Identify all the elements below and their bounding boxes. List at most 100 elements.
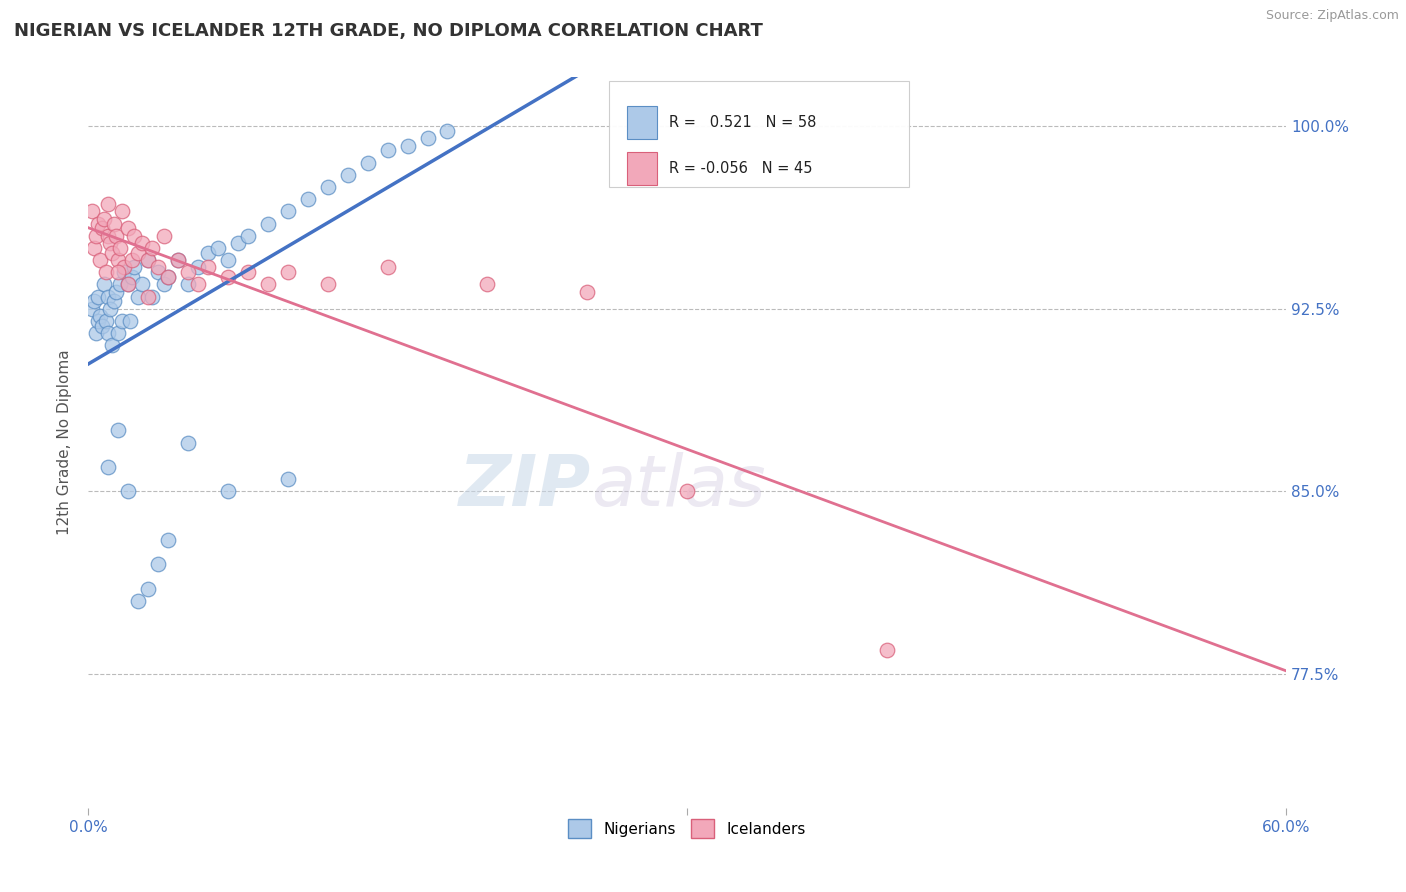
FancyBboxPatch shape bbox=[627, 106, 657, 138]
Point bbox=[876, 642, 898, 657]
Point bbox=[416, 131, 439, 145]
Point bbox=[82, 204, 104, 219]
Point bbox=[97, 326, 120, 340]
Text: ZIP: ZIP bbox=[458, 452, 592, 521]
Text: Source: ZipAtlas.com: Source: ZipAtlas.com bbox=[1265, 9, 1399, 22]
Point bbox=[107, 252, 129, 267]
Point bbox=[356, 155, 378, 169]
Point bbox=[136, 582, 159, 596]
Point bbox=[97, 228, 120, 243]
Point bbox=[101, 338, 124, 352]
Point bbox=[103, 217, 125, 231]
Point bbox=[316, 180, 339, 194]
Point bbox=[177, 265, 200, 279]
Point bbox=[127, 289, 149, 303]
Point bbox=[84, 228, 107, 243]
Point bbox=[108, 241, 131, 255]
Point bbox=[197, 260, 219, 275]
Point bbox=[97, 197, 120, 211]
Point bbox=[111, 314, 134, 328]
Text: R = -0.056   N = 45: R = -0.056 N = 45 bbox=[669, 161, 813, 176]
Point bbox=[217, 270, 239, 285]
Point bbox=[297, 192, 319, 206]
Point bbox=[377, 144, 399, 158]
Point bbox=[122, 228, 145, 243]
Point bbox=[141, 241, 163, 255]
Point bbox=[97, 459, 120, 474]
Point bbox=[127, 245, 149, 260]
Point bbox=[316, 277, 339, 292]
Point bbox=[112, 265, 135, 279]
Point bbox=[83, 241, 105, 255]
Point bbox=[93, 211, 115, 226]
Point bbox=[117, 277, 139, 292]
Point bbox=[256, 217, 278, 231]
Point bbox=[146, 558, 169, 572]
Point bbox=[576, 285, 599, 299]
Point bbox=[156, 270, 179, 285]
Point bbox=[277, 265, 299, 279]
Point bbox=[87, 217, 110, 231]
Point bbox=[256, 277, 278, 292]
Point bbox=[91, 221, 114, 235]
Point bbox=[146, 260, 169, 275]
Point bbox=[153, 277, 176, 292]
Point bbox=[107, 265, 129, 279]
Point bbox=[156, 270, 179, 285]
Point bbox=[121, 270, 143, 285]
Text: NIGERIAN VS ICELANDER 12TH GRADE, NO DIPLOMA CORRELATION CHART: NIGERIAN VS ICELANDER 12TH GRADE, NO DIP… bbox=[14, 22, 763, 40]
Point bbox=[676, 484, 699, 499]
Point bbox=[89, 252, 111, 267]
Point bbox=[107, 326, 129, 340]
Point bbox=[122, 260, 145, 275]
Point bbox=[153, 228, 176, 243]
Point bbox=[117, 484, 139, 499]
Point bbox=[112, 260, 135, 275]
Point bbox=[107, 424, 129, 438]
Point bbox=[108, 277, 131, 292]
Point bbox=[136, 252, 159, 267]
Y-axis label: 12th Grade, No Diploma: 12th Grade, No Diploma bbox=[58, 350, 72, 535]
Point bbox=[156, 533, 179, 547]
Point bbox=[97, 289, 120, 303]
Point bbox=[167, 252, 190, 267]
Point bbox=[103, 294, 125, 309]
Point bbox=[105, 285, 128, 299]
Point bbox=[226, 235, 249, 250]
Point bbox=[98, 235, 121, 250]
Point bbox=[187, 277, 209, 292]
Point bbox=[136, 289, 159, 303]
Point bbox=[121, 252, 143, 267]
Point bbox=[396, 138, 419, 153]
Point bbox=[94, 314, 117, 328]
Point bbox=[87, 314, 110, 328]
Point bbox=[84, 326, 107, 340]
Point bbox=[277, 472, 299, 486]
Point bbox=[101, 245, 124, 260]
Text: atlas: atlas bbox=[592, 452, 766, 521]
Point bbox=[217, 252, 239, 267]
Point bbox=[207, 241, 229, 255]
FancyBboxPatch shape bbox=[627, 153, 657, 185]
Legend: Nigerians, Icelanders: Nigerians, Icelanders bbox=[562, 814, 811, 844]
Point bbox=[93, 277, 115, 292]
Point bbox=[141, 289, 163, 303]
Text: R =   0.521   N = 58: R = 0.521 N = 58 bbox=[669, 115, 817, 129]
Point bbox=[89, 309, 111, 323]
Point bbox=[111, 204, 134, 219]
Point bbox=[131, 235, 153, 250]
Point bbox=[146, 265, 169, 279]
FancyBboxPatch shape bbox=[609, 81, 908, 187]
Point bbox=[477, 277, 499, 292]
Point bbox=[217, 484, 239, 499]
Point bbox=[336, 168, 359, 182]
Point bbox=[377, 260, 399, 275]
Point bbox=[127, 594, 149, 608]
Point bbox=[436, 124, 458, 138]
Point bbox=[82, 301, 104, 316]
Point bbox=[236, 265, 259, 279]
Point bbox=[167, 252, 190, 267]
Point bbox=[187, 260, 209, 275]
Point bbox=[105, 228, 128, 243]
Point bbox=[136, 252, 159, 267]
